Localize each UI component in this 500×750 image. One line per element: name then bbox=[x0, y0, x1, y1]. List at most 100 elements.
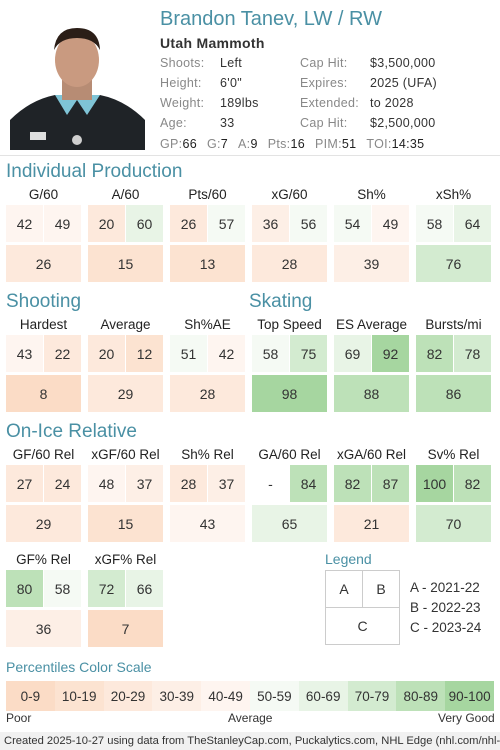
metric-label: Sh% bbox=[357, 187, 386, 202]
metric-label: Sh% Rel bbox=[181, 447, 234, 462]
metric-cell-c: 29 bbox=[88, 375, 163, 412]
metric-cell-c: 70 bbox=[416, 505, 491, 542]
metric-cell-a: 42 bbox=[6, 205, 43, 242]
metric-cell-c: 76 bbox=[416, 245, 491, 282]
metric-cell-c: 86 bbox=[416, 375, 491, 412]
metric-cell-b: 37 bbox=[208, 465, 245, 502]
metric-cell-a: 26 bbox=[170, 205, 207, 242]
metric-cell-b: 87 bbox=[372, 465, 409, 502]
metric-cell-a: 58 bbox=[416, 205, 453, 242]
metric-cell-c: 26 bbox=[6, 245, 81, 282]
scale-bin: 90-100 bbox=[445, 681, 494, 711]
scale-label-very-good: Very Good bbox=[438, 711, 495, 725]
info-label: Age: bbox=[160, 116, 187, 130]
info-label: Height: bbox=[160, 76, 202, 90]
scale-bin: 50-59 bbox=[250, 681, 299, 711]
stat-value: 66 bbox=[182, 137, 197, 151]
info-label: Weight: bbox=[160, 96, 205, 110]
scale-bin: 10-19 bbox=[54, 681, 104, 711]
metric-cell-b: 84 bbox=[290, 465, 327, 502]
metric-cell-c: 21 bbox=[334, 505, 409, 542]
metric-label: xSh% bbox=[435, 187, 472, 202]
metric-cell-b: 66 bbox=[126, 570, 163, 607]
stat-value: 16 bbox=[290, 137, 305, 151]
player-name: Brandon Tanev, LW / RW bbox=[160, 8, 382, 30]
stat-key: G: bbox=[206, 137, 221, 151]
metric-cell-c: 43 bbox=[170, 505, 245, 542]
metric-cell-b: 57 bbox=[208, 205, 245, 242]
stat-value: 51 bbox=[341, 137, 357, 151]
legend-item-b: B - 2022-23 bbox=[410, 600, 481, 615]
metric-cell-a: 48 bbox=[88, 465, 125, 502]
legend-box-a: A bbox=[325, 570, 363, 608]
scale-bin: 30-39 bbox=[152, 681, 202, 711]
metric-cell-b: 42 bbox=[208, 335, 245, 372]
metric-cell-c: 13 bbox=[170, 245, 245, 282]
scale-bin: 0-9 bbox=[6, 681, 55, 711]
contract-label: Extended: bbox=[300, 96, 359, 110]
metric-cell-a: 80 bbox=[6, 570, 43, 607]
metric-cell-b: 56 bbox=[290, 205, 327, 242]
metric-cell-c: 65 bbox=[252, 505, 327, 542]
metric-label: GA/60 Rel bbox=[258, 447, 321, 462]
contract-value: 2025 (UFA) bbox=[370, 76, 437, 90]
contract-value: to 2028 bbox=[370, 96, 414, 110]
metric-cell-a: 51 bbox=[170, 335, 207, 372]
metric-cell-b: 58 bbox=[44, 570, 81, 607]
scale-bin: 70-79 bbox=[347, 681, 397, 711]
metric-cell-b: 22 bbox=[44, 335, 81, 372]
metric-cell-c: 98 bbox=[252, 375, 327, 412]
metric-label: xG/60 bbox=[271, 187, 308, 202]
scale-bin: 60-69 bbox=[298, 681, 348, 711]
divider bbox=[0, 155, 500, 156]
contract-value: $2,500,000 bbox=[370, 116, 436, 130]
metric-cell-a: 72 bbox=[88, 570, 125, 607]
metric-label: xGF/60 Rel bbox=[91, 447, 160, 462]
metric-cell-c: 36 bbox=[6, 610, 81, 647]
metric-cell-a: 43 bbox=[6, 335, 43, 372]
stat-key: TOI: bbox=[366, 137, 392, 151]
metric-cell-a: 100 bbox=[416, 465, 453, 502]
stat-key: Pts: bbox=[267, 137, 291, 151]
metric-cell-b: 82 bbox=[454, 465, 491, 502]
metric-cell-b: 49 bbox=[372, 205, 409, 242]
metric-cell-c: 15 bbox=[88, 245, 163, 282]
metric-label: Sh%AE bbox=[184, 317, 231, 332]
metric-cell-a: 27 bbox=[6, 465, 43, 502]
section-on-ice-relative: On-Ice Relative bbox=[6, 421, 137, 442]
metric-cell-c: 8 bbox=[6, 375, 81, 412]
team-name: Utah Mammoth bbox=[160, 35, 265, 51]
scale-label-poor: Poor bbox=[6, 711, 32, 725]
legend-title: Legend bbox=[325, 551, 372, 567]
metric-cell-b: 78 bbox=[454, 335, 491, 372]
metric-cell-c: 7 bbox=[88, 610, 163, 647]
metric-label: Pts/60 bbox=[188, 187, 227, 202]
season-statline: GP:66 G:7 A:9 Pts:16 PIM:51 TOI:14:35 bbox=[160, 137, 434, 151]
metric-cell-c: 88 bbox=[334, 375, 409, 412]
metric-label: A/60 bbox=[111, 187, 140, 202]
metric-cell-b: 37 bbox=[126, 465, 163, 502]
scale-label-average: Average bbox=[228, 711, 273, 725]
metric-cell-b: 12 bbox=[126, 335, 163, 372]
metric-cell-a: 28 bbox=[170, 465, 207, 502]
metric-cell-a: 82 bbox=[416, 335, 453, 372]
metric-label: Hardest bbox=[19, 317, 68, 332]
metric-label: Sv% Rel bbox=[427, 447, 480, 462]
stat-value: 14:35 bbox=[391, 137, 425, 151]
contract-label: Expires: bbox=[300, 76, 348, 90]
metric-cell-a: - bbox=[252, 465, 289, 502]
metric-label: xGF% Rel bbox=[94, 552, 157, 567]
metric-label: xGA/60 Rel bbox=[336, 447, 407, 462]
section-individual-production: Individual Production bbox=[6, 161, 183, 182]
metric-cell-c: 39 bbox=[334, 245, 409, 282]
metric-label: G/60 bbox=[28, 187, 59, 202]
metric-cell-a: 82 bbox=[334, 465, 371, 502]
info-value: 33 bbox=[220, 116, 235, 130]
metric-cell-c: 29 bbox=[6, 505, 81, 542]
stat-value: 7 bbox=[220, 137, 229, 151]
info-label: Shoots: bbox=[160, 56, 205, 70]
metric-cell-a: 54 bbox=[334, 205, 371, 242]
metric-cell-b: 60 bbox=[126, 205, 163, 242]
footer-credits: Created 2025-10-27 using data from TheSt… bbox=[0, 732, 500, 750]
contract-value: $3,500,000 bbox=[370, 56, 436, 70]
